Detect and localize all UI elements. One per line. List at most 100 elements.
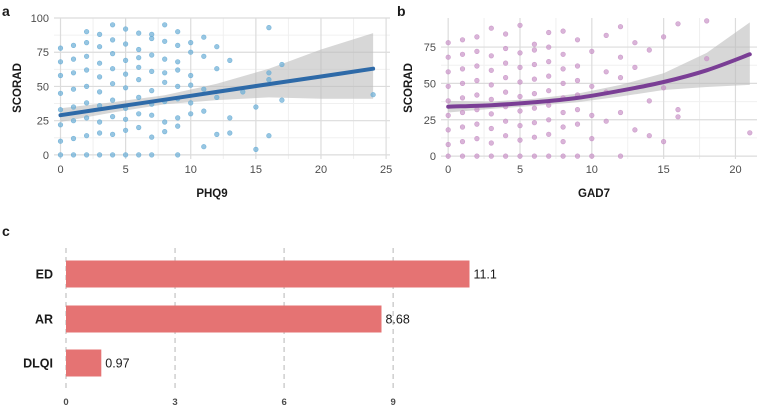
panel-c-bar: c ED 11.1 AR 8.68 DLQI 0.97 0 3 6 9 bbox=[2, 223, 497, 408]
data-point bbox=[57, 122, 64, 128]
data-point bbox=[70, 118, 77, 124]
bar-value-label: 0.97 bbox=[105, 357, 129, 371]
data-point bbox=[57, 152, 64, 158]
data-point bbox=[488, 153, 494, 159]
bar-value-label: 11.1 bbox=[473, 268, 496, 282]
data-point bbox=[122, 41, 129, 47]
data-point bbox=[488, 82, 494, 88]
bar bbox=[66, 305, 382, 333]
data-point bbox=[83, 133, 90, 139]
data-point bbox=[574, 77, 581, 84]
data-point bbox=[474, 77, 480, 84]
x-tick-label: 10 bbox=[586, 164, 598, 176]
data-point bbox=[122, 116, 129, 122]
data-point bbox=[70, 104, 77, 110]
data-point bbox=[517, 64, 523, 70]
x-tick-label: 0 bbox=[63, 397, 68, 408]
data-point bbox=[474, 48, 480, 55]
x-tick-label: 15 bbox=[658, 164, 670, 176]
data-point bbox=[149, 87, 155, 94]
data-point bbox=[589, 136, 595, 142]
data-point bbox=[531, 47, 538, 53]
data-point bbox=[162, 56, 168, 62]
data-point bbox=[162, 119, 168, 125]
panel-a-xlabel: PHQ9 bbox=[196, 188, 227, 200]
data-point bbox=[459, 37, 466, 43]
data-point bbox=[546, 44, 552, 50]
data-point bbox=[459, 95, 466, 101]
y-tick-label: 50 bbox=[424, 78, 436, 90]
data-point bbox=[227, 57, 233, 64]
data-point bbox=[560, 153, 566, 159]
x-tick-label: 0 bbox=[445, 164, 451, 176]
data-point bbox=[517, 108, 523, 114]
data-point bbox=[136, 64, 142, 70]
data-point bbox=[517, 22, 523, 28]
data-point bbox=[574, 106, 581, 113]
data-point bbox=[96, 74, 103, 80]
data-point bbox=[227, 130, 233, 136]
data-point bbox=[175, 152, 181, 158]
data-point bbox=[175, 42, 181, 49]
data-point bbox=[488, 125, 494, 132]
data-point bbox=[96, 60, 103, 66]
data-point bbox=[83, 29, 90, 35]
data-point bbox=[488, 53, 494, 59]
panel-b-ylabel: SCORAD bbox=[403, 63, 415, 113]
data-point bbox=[617, 74, 624, 81]
data-point bbox=[517, 79, 523, 85]
data-point bbox=[83, 152, 90, 158]
data-point bbox=[70, 86, 77, 92]
x-tick-label: 3 bbox=[172, 397, 177, 408]
x-tick-label: 10 bbox=[185, 164, 197, 176]
data-point bbox=[83, 67, 90, 73]
data-point bbox=[546, 153, 552, 159]
data-point bbox=[617, 54, 624, 60]
data-point bbox=[531, 41, 538, 47]
data-point bbox=[214, 94, 220, 100]
data-point bbox=[70, 42, 77, 49]
data-point bbox=[188, 100, 194, 106]
data-point bbox=[83, 115, 90, 121]
data-point bbox=[57, 59, 64, 65]
data-point bbox=[253, 146, 259, 152]
data-point bbox=[517, 122, 523, 129]
data-point bbox=[109, 81, 116, 87]
data-point bbox=[459, 66, 466, 72]
data-point bbox=[175, 59, 181, 65]
data-point bbox=[503, 74, 509, 81]
data-point bbox=[660, 34, 667, 40]
data-point bbox=[560, 124, 566, 130]
data-point bbox=[574, 153, 581, 159]
data-point bbox=[459, 139, 466, 145]
data-point bbox=[459, 109, 466, 116]
data-point bbox=[445, 153, 451, 159]
data-point bbox=[96, 130, 103, 136]
data-point bbox=[70, 152, 77, 158]
data-point bbox=[617, 153, 624, 159]
data-point bbox=[574, 121, 581, 127]
data-point bbox=[122, 152, 129, 158]
data-point bbox=[546, 102, 552, 108]
data-point bbox=[560, 139, 566, 145]
data-point bbox=[136, 111, 142, 117]
data-point bbox=[279, 61, 285, 68]
data-point bbox=[83, 83, 90, 89]
data-point bbox=[531, 134, 538, 140]
data-point bbox=[459, 51, 466, 57]
data-point bbox=[201, 34, 207, 40]
data-point bbox=[589, 48, 595, 55]
data-point bbox=[266, 133, 272, 139]
data-point bbox=[617, 24, 624, 30]
data-point bbox=[149, 112, 155, 118]
data-point bbox=[136, 94, 142, 100]
y-tick-label: 100 bbox=[31, 13, 49, 25]
data-point bbox=[188, 82, 194, 88]
data-point bbox=[279, 97, 285, 103]
data-point bbox=[122, 26, 129, 32]
panel-a-scatter: a 0 5 10 15 20 25 0 25 50 75 100 PHQ9 SCORAD bbox=[2, 3, 392, 200]
data-point bbox=[109, 131, 116, 137]
panel-a-fit-line bbox=[58, 66, 376, 118]
data-point bbox=[531, 76, 538, 82]
x-tick-label: 5 bbox=[123, 164, 129, 176]
